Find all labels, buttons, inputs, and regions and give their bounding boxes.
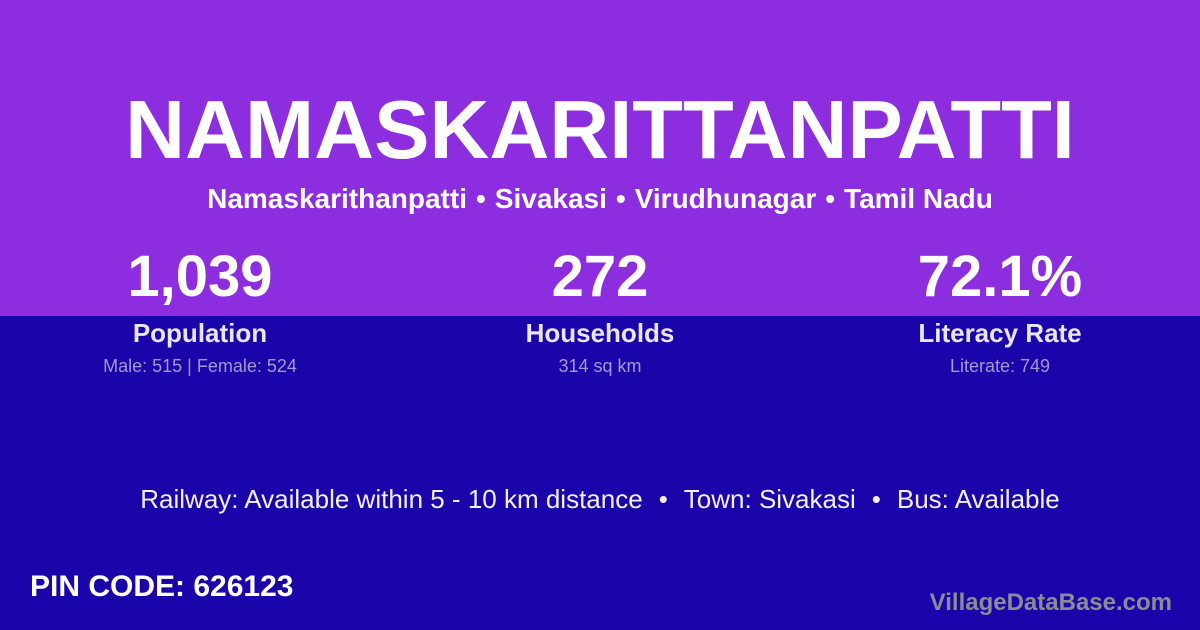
transport-info-line: Railway: Available within 5 - 10 km dist… [0,484,1200,515]
stat-literacy-rate: 72.1% Literacy Rate Literate: 749 [800,244,1200,377]
breadcrumb-taluk: Sivakasi [494,183,607,214]
households-value: 272 [551,244,649,309]
breadcrumb-district: Virudhunagar [634,183,817,214]
watermark-brand: VillageDataBase.com [929,589,1172,616]
pin-code-label: PIN CODE: [30,570,186,603]
stats-row: 1,039 Population Male: 515 | Female: 524… [0,244,1200,377]
population-label: Population [132,318,268,348]
breadcrumb-separator: • [615,183,626,214]
households-sublabel: 314 sq km [558,356,642,376]
page-title: NAMASKARITTANPATTI [125,83,1075,176]
header-background [0,0,1200,316]
households-label: Households [525,318,675,348]
railway-info: Railway: Available within 5 - 10 km dist… [140,484,643,514]
breadcrumb-state: Tamil Nadu [844,183,993,214]
stat-households: 272 Households 314 sq km [400,244,800,377]
town-info: Town: Sivakasi [683,484,856,514]
literacy-rate-value: 72.1% [917,244,1083,309]
literacy-rate-label: Literacy Rate [918,318,1082,348]
population-value: 1,039 [127,244,273,309]
breadcrumb: Namaskarithanpatti • Sivakasi • Virudhunagar… [0,183,1200,215]
pin-code-value: 626123 [193,570,294,603]
population-sublabel: Male: 515 | Female: 524 [103,356,297,376]
breadcrumb-separator: • [475,183,486,214]
literacy-rate-sublabel: Literate: 749 [949,356,1051,376]
breadcrumb-village: Namaskarithanpatti [207,183,467,214]
breadcrumb-separator: • [825,183,836,214]
stat-population: 1,039 Population Male: 515 | Female: 524 [0,244,400,377]
transport-separator: • [658,484,668,514]
bus-info: Bus: Available [896,484,1060,514]
transport-separator: • [871,484,881,514]
pin-code: PIN CODE: 626123 [30,570,293,604]
